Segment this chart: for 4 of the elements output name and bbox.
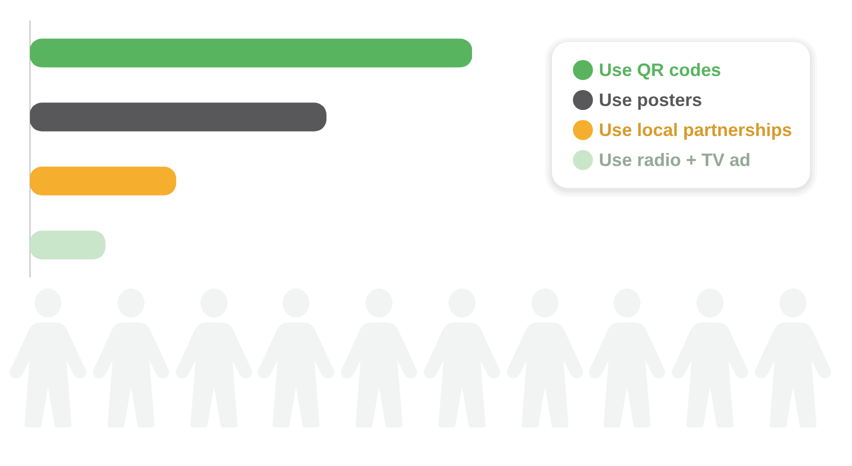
legend-label: Use radio + TV ad: [598, 150, 750, 170]
legend-label: Use local partnerships: [598, 120, 792, 140]
legend-label: Use posters: [598, 90, 702, 110]
legend-label: Use QR codes: [598, 60, 721, 80]
